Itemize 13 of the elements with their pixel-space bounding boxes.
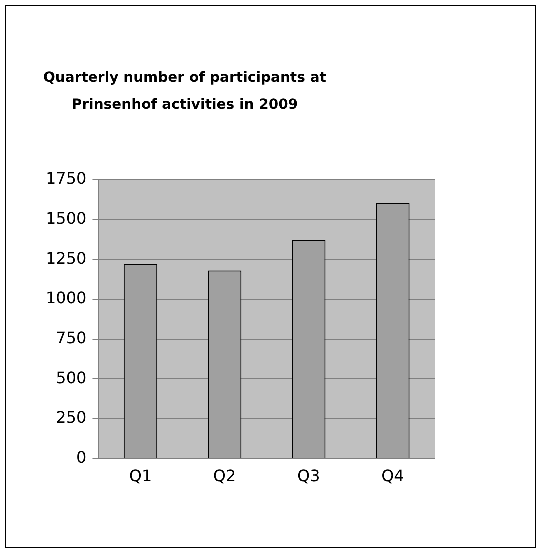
y-tick-label: 1000 xyxy=(46,288,87,308)
x-tick-label: Q2 xyxy=(213,466,236,486)
y-tick-label: 750 xyxy=(56,328,87,348)
y-tick-label: 1500 xyxy=(46,208,87,228)
x-tick-label: Q3 xyxy=(298,466,320,486)
chart-title: Quarterly number of participants at Prinsenhof activities in 2009 xyxy=(42,69,328,115)
y-tick-label: 1250 xyxy=(46,248,87,268)
x-tick-label: Q1 xyxy=(129,466,152,486)
y-tick-label: 500 xyxy=(56,368,87,388)
y-tick-label: 250 xyxy=(56,408,87,428)
y-tick-label: 0 xyxy=(76,448,87,467)
y-tick-label: 1750 xyxy=(46,169,87,188)
x-tick-label: Q4 xyxy=(382,466,404,486)
